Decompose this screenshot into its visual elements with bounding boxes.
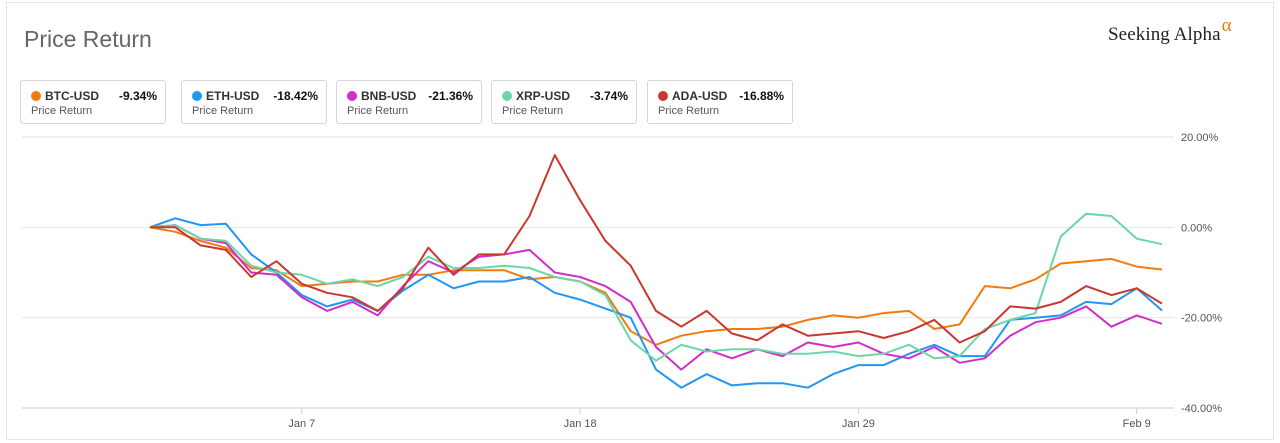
- legend-card-eth[interactable]: ETH-USD -18.42% Price Return: [181, 80, 327, 124]
- x-tick-label: Jan 18: [564, 418, 597, 430]
- legend-symbol: ETH-USD: [206, 89, 260, 103]
- x-axis-ticks: Jan 7 Jan 18 Jan 29 Feb 9: [288, 408, 1151, 430]
- legend-dot-icon: [347, 91, 357, 101]
- y-tick-label: -40.00%: [1181, 403, 1222, 415]
- brand-name: Seeking Alpha: [1108, 24, 1221, 45]
- x-tick-label: Jan 29: [842, 418, 875, 430]
- series-line-eth-usd: [149, 217, 1163, 389]
- legend-symbol: BNB-USD: [361, 89, 417, 103]
- legend-dot-icon: [658, 91, 668, 101]
- legend-value: -21.36%: [428, 89, 473, 103]
- series-line-bnb-usd: [149, 224, 1163, 371]
- legend-dot-icon: [502, 91, 512, 101]
- chart-frame: [6, 2, 1274, 440]
- legend-subtitle: Price Return: [502, 105, 564, 117]
- series-line-btc-usd: [149, 226, 1163, 346]
- legend-symbol: XRP-USD: [516, 89, 571, 103]
- legend-value: -3.74%: [589, 89, 628, 103]
- alpha-icon: α: [1221, 15, 1232, 36]
- legend-subtitle: Price Return: [31, 105, 93, 117]
- legend-card-xrp[interactable]: XRP-USD -3.74% Price Return: [491, 80, 637, 124]
- brand-logo[interactable]: Seeking Alphaα: [1108, 15, 1232, 46]
- legend-subtitle: Price Return: [192, 105, 254, 117]
- legend-subtitle: Price Return: [347, 105, 409, 117]
- series-lines: [149, 154, 1163, 389]
- legend-card-ada[interactable]: ADA-USD -16.88% Price Return: [647, 80, 793, 124]
- y-tick-label: -20.00%: [1181, 313, 1222, 325]
- y-tick-label: 0.00%: [1181, 222, 1212, 234]
- x-tick-label: Jan 7: [288, 418, 315, 430]
- legend-card-btc[interactable]: BTC-USD -9.34% Price Return: [20, 80, 166, 124]
- legend-dot-icon: [192, 91, 202, 101]
- y-axis-ticks: 20.00% 0.00% -20.00% -40.00%: [1181, 132, 1222, 415]
- series-line-ada-usd: [150, 154, 1163, 344]
- legend-subtitle: Price Return: [658, 105, 720, 117]
- page-title: Price Return: [24, 26, 152, 52]
- legend-dot-icon: [31, 91, 41, 101]
- y-tick-label: 20.00%: [1181, 132, 1219, 144]
- series-line-xrp-usd: [149, 212, 1163, 362]
- legend-card-bnb[interactable]: BNB-USD -21.36% Price Return: [336, 80, 482, 124]
- legend-symbol: ADA-USD: [672, 89, 728, 103]
- legend-value: -18.42%: [273, 89, 318, 103]
- legend-symbol: BTC-USD: [45, 89, 99, 103]
- legend-value: -16.88%: [739, 89, 784, 103]
- grid-lines: [22, 136, 1174, 409]
- x-tick-label: Feb 9: [1123, 418, 1151, 430]
- legend-value: -9.34%: [118, 89, 157, 103]
